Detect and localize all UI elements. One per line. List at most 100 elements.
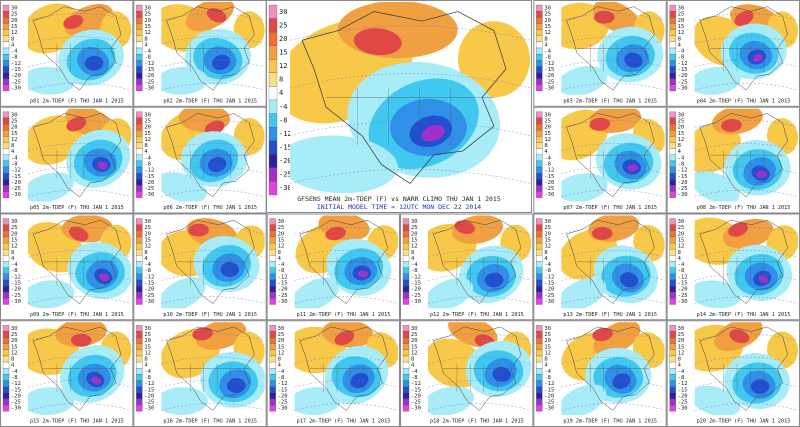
colorbar-swatch bbox=[136, 355, 143, 363]
panel-caption: p20 2m-TDEP (F) THU JAN 1 2015 bbox=[697, 419, 791, 425]
colorbar-swatch bbox=[536, 230, 543, 238]
colorbar-label: 4 bbox=[678, 363, 682, 369]
graticule bbox=[161, 166, 265, 174]
colorbar-swatch bbox=[536, 392, 543, 400]
colorbar-label: 15 bbox=[411, 344, 418, 350]
map-area bbox=[561, 215, 665, 309]
colorbar-swatch bbox=[402, 404, 410, 412]
graticule bbox=[561, 166, 665, 174]
colorbar-label: 20 bbox=[11, 338, 18, 344]
colorbar-label: -30 bbox=[11, 192, 21, 198]
colorbar-swatch bbox=[2, 60, 10, 67]
colorbar-swatch bbox=[536, 361, 543, 369]
warm-anomaly bbox=[195, 322, 247, 350]
graticule bbox=[561, 403, 665, 411]
colorbar-label: -4 bbox=[678, 49, 685, 55]
graticule bbox=[161, 333, 265, 341]
colorbar-label: 4 bbox=[678, 149, 682, 155]
colorbar-label: 8 bbox=[11, 250, 14, 256]
graticule bbox=[561, 36, 665, 44]
colorbar-swatch bbox=[136, 361, 143, 369]
colorbar-swatch bbox=[669, 343, 676, 350]
colorbar-swatch bbox=[669, 111, 676, 119]
graticule bbox=[28, 356, 132, 365]
colorbar-label: -4 bbox=[11, 49, 18, 55]
panel-caption: p09 2m-TDEP (F) THU JAN 1 2015 bbox=[30, 312, 124, 318]
colorbar-swatch bbox=[136, 41, 143, 49]
colorbar-label: 20 bbox=[678, 231, 685, 237]
colorbar-swatch bbox=[669, 392, 676, 400]
colorbar-label: 4 bbox=[544, 42, 548, 48]
colorbar-swatch bbox=[536, 60, 543, 67]
map-area bbox=[28, 108, 132, 202]
colorbar-label: 20 bbox=[678, 18, 685, 24]
graticule bbox=[428, 226, 532, 235]
colorbar-label: -30 bbox=[544, 299, 554, 305]
graticule bbox=[28, 250, 132, 258]
colorbar-swatch bbox=[402, 374, 410, 381]
colorbar-swatch bbox=[269, 386, 276, 393]
colorbar-label: 20 bbox=[144, 125, 151, 131]
colorbar-swatch bbox=[2, 53, 10, 61]
cold-anomaly bbox=[561, 384, 607, 415]
colorbar-label: -30 bbox=[11, 406, 21, 412]
coastline bbox=[32, 113, 122, 198]
colorbar-swatch bbox=[2, 66, 10, 73]
graticule bbox=[694, 166, 799, 174]
colorbar-label: -30 bbox=[678, 192, 688, 198]
colorbar-label: -8 bbox=[544, 268, 551, 274]
colorbar-swatch bbox=[269, 380, 276, 387]
graticule bbox=[290, 25, 530, 41]
colorbar-swatch bbox=[536, 4, 543, 12]
graticule bbox=[161, 250, 265, 258]
colorbar-swatch bbox=[2, 361, 10, 369]
colorbar-swatch bbox=[669, 249, 676, 256]
colorbar-label: 12 bbox=[278, 350, 285, 356]
colorbar-label: 4 bbox=[279, 89, 283, 97]
colorbar-swatch bbox=[2, 148, 10, 155]
colorbar-swatch bbox=[269, 267, 276, 274]
graticule bbox=[161, 36, 265, 44]
cold-anomaly bbox=[492, 366, 511, 382]
colorbar-swatch bbox=[536, 374, 543, 381]
warm-anomaly bbox=[334, 330, 355, 346]
colorbar-swatch bbox=[669, 29, 676, 36]
colorbar-label: -8 bbox=[144, 268, 151, 274]
colorbar-swatch bbox=[269, 285, 276, 293]
colorbar-label: 8 bbox=[278, 250, 281, 256]
map-area bbox=[161, 322, 265, 415]
warm-anomaly bbox=[728, 222, 749, 237]
colorbar-swatch bbox=[2, 380, 10, 387]
colorbar-label: 15 bbox=[544, 238, 551, 244]
colorbar-label: 30 bbox=[544, 326, 551, 332]
colorbar-swatch bbox=[2, 255, 10, 262]
colorbar-label: -30 bbox=[278, 299, 288, 305]
graticule bbox=[161, 273, 265, 281]
colorbar-swatch bbox=[536, 325, 543, 332]
colorbar-label: -8 bbox=[278, 375, 285, 381]
warm-anomaly bbox=[592, 327, 613, 342]
colorbar-swatch bbox=[2, 386, 10, 393]
colorbar-swatch bbox=[669, 185, 676, 192]
graticule bbox=[290, 73, 530, 89]
graticule bbox=[28, 380, 132, 388]
colorbar-swatch bbox=[402, 224, 410, 231]
colorbar-label: 4 bbox=[678, 256, 682, 262]
colorbar-swatch bbox=[2, 368, 10, 375]
colorbar-label: 4 bbox=[544, 256, 548, 262]
colorbar-swatch bbox=[2, 261, 10, 268]
colorbar-label: -30 bbox=[144, 85, 154, 91]
colorbar-swatch bbox=[269, 242, 276, 250]
colorbar-swatch bbox=[2, 398, 10, 406]
colorbar-label: 12 bbox=[544, 30, 551, 36]
colorbar-label: 8 bbox=[678, 250, 681, 256]
colorbar-label: -15 bbox=[11, 387, 21, 393]
colorbar-label: -25 bbox=[11, 186, 21, 192]
colorbar-swatch bbox=[136, 331, 143, 338]
colorbar-swatch bbox=[669, 273, 676, 281]
graticule bbox=[428, 296, 532, 304]
colorbar-label: -4 bbox=[411, 262, 418, 268]
